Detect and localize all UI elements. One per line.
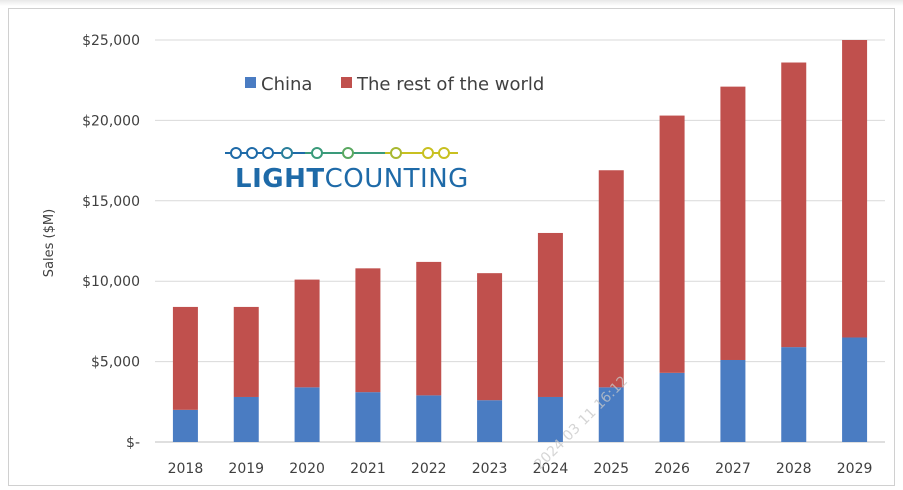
- y-tick-label: $20,000: [82, 113, 140, 129]
- bar-china-2026: [659, 372, 685, 442]
- bar-rest-of-world-2019: [233, 306, 259, 397]
- x-tick-label: 2021: [350, 461, 386, 477]
- legend-label-rest-of-world: The rest of the world: [356, 74, 544, 95]
- x-tick-label: 2026: [654, 461, 690, 477]
- x-tick-label: 2025: [593, 461, 629, 477]
- bar-rest-of-world-2026: [659, 115, 685, 373]
- logo-text-light: LIGHT: [235, 164, 325, 194]
- bar-china-2025: [598, 387, 624, 442]
- y-tick-label: $10,000: [82, 274, 140, 290]
- bar-rest-of-world-2024: [537, 232, 563, 397]
- y-tick-label: $-: [126, 435, 140, 451]
- x-tick-label: 2023: [472, 461, 508, 477]
- bar-rest-of-world-2025: [598, 170, 624, 388]
- x-tick-label: 2018: [168, 461, 204, 477]
- top-strip: [0, 0, 903, 6]
- x-tick-label: 2028: [776, 461, 812, 477]
- logo-chain-graphic: [225, 147, 458, 159]
- x-tick-label: 2027: [715, 461, 751, 477]
- y-tick-label: $15,000: [82, 194, 140, 210]
- x-tick-label: 2019: [228, 461, 264, 477]
- bar-china-2020: [294, 387, 320, 442]
- bar-china-2018: [172, 409, 198, 442]
- bar-china-2024: [537, 396, 563, 442]
- x-tick-label: 2029: [837, 461, 873, 477]
- chart-frame: [8, 8, 895, 486]
- x-tick-label: 2024: [533, 461, 569, 477]
- bar-china-2028: [781, 347, 807, 442]
- bar-rest-of-world-2028: [781, 62, 807, 348]
- legend-label-china: China: [261, 74, 312, 95]
- bar-rest-of-world-2022: [416, 261, 442, 396]
- bar-rest-of-world-2018: [172, 306, 198, 410]
- logo-wordmark: LIGHTCOUNTING: [235, 164, 469, 194]
- bar-rest-of-world-2021: [355, 268, 381, 393]
- bar-rest-of-world-2029: [842, 40, 868, 338]
- y-tick-label: $25,000: [82, 33, 140, 49]
- bars: [172, 40, 868, 442]
- bar-china-2029: [842, 337, 868, 442]
- legend-swatch-rest-of-world: [341, 77, 352, 88]
- y-axis-label: Sales ($M): [42, 209, 57, 277]
- x-tick-label: 2022: [411, 461, 447, 477]
- lightcounting-logo: LIGHTCOUNTING: [225, 147, 469, 194]
- bar-china-2027: [720, 359, 746, 442]
- bar-rest-of-world-2020: [294, 279, 320, 388]
- gridlines: [155, 39, 885, 443]
- y-axis-ticks: $- $5,000 $10,000 $15,000 $20,000 $25,000: [82, 33, 140, 451]
- bar-china-2022: [416, 395, 442, 442]
- legend-swatch-china: [245, 77, 256, 88]
- bar-china-2019: [233, 396, 259, 442]
- bar-china-2023: [477, 400, 503, 442]
- x-axis-ticks: 2018 2019 2020 2021 2022 2023 2024 2025 2026 2027…: [168, 461, 873, 477]
- bar-rest-of-world-2027: [720, 86, 746, 360]
- logo-text-counting: COUNTING: [325, 164, 469, 194]
- y-tick-label: $5,000: [91, 355, 140, 371]
- legend: China The rest of the world: [245, 74, 544, 95]
- bar-china-2021: [355, 392, 381, 442]
- bar-rest-of-world-2023: [477, 273, 503, 401]
- x-tick-label: 2020: [289, 461, 325, 477]
